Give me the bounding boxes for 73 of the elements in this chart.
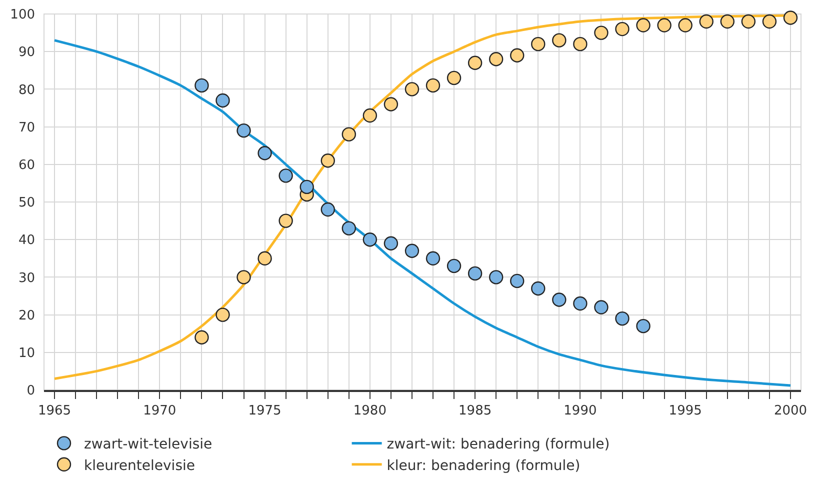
x-tick-label: 1995 [668,403,702,418]
y-tick-label: 90 [18,45,35,60]
point [446,258,462,274]
point [762,14,777,29]
point [216,308,230,322]
point [236,270,251,284]
x-tick-label: 1985 [458,403,492,418]
y-tick-label: 30 [18,270,35,286]
point [741,14,756,29]
point [278,214,293,228]
point [236,123,251,138]
x-tick-label: 2000 [774,403,808,418]
point [468,56,482,70]
point [404,244,420,258]
point [615,22,630,36]
legend-label: kleur: benadering (formule) [386,458,580,474]
y-tick-label: 70 [18,120,35,136]
point [194,78,209,93]
y-tick-label: 80 [18,82,35,98]
point [258,146,272,160]
point [531,36,546,52]
point [404,82,420,96]
point [384,236,398,250]
y-tick-label: 100 [10,8,35,23]
y-tick-label: 60 [18,158,35,173]
point [446,70,462,86]
point [426,251,440,266]
legend-label: zwart-wit-televisie [84,436,212,453]
point [300,180,314,194]
point [489,52,504,66]
point [384,97,398,112]
point [342,221,356,236]
point [573,296,588,311]
point [615,311,630,326]
point [468,266,482,281]
point [489,270,504,284]
point [699,14,714,29]
point [552,33,566,48]
point [216,93,230,108]
x-tick-label: 1975 [248,403,282,418]
point [594,300,608,314]
point [783,10,798,25]
point [426,78,440,93]
point [510,274,524,288]
point [720,14,734,29]
point [320,202,335,217]
point [362,232,378,247]
y-tick-label: 50 [18,196,35,211]
x-tick-label: 1980 [353,403,386,418]
point [594,26,608,40]
point [636,18,650,32]
y-tick-label: 40 [18,233,35,248]
point [258,251,272,266]
y-tick-label: 0 [26,384,35,399]
point [194,330,209,344]
point [320,154,335,168]
y-tick-label: 10 [18,346,35,361]
point [342,127,356,142]
point [510,48,524,62]
point [657,18,672,32]
point [552,292,566,307]
legend-label: zwart-wit: benadering (formule) [386,436,610,453]
point [678,18,692,32]
x-tick-label: 1990 [564,403,597,418]
point [362,108,378,123]
legend-label: kleurentelevisie [84,458,195,474]
point [636,318,650,334]
point [278,168,293,183]
x-tick-label: 1965 [38,403,72,418]
y-tick-label: 20 [18,308,35,324]
x-tick-label: 1970 [143,403,176,418]
point [573,36,588,52]
point [531,281,546,296]
